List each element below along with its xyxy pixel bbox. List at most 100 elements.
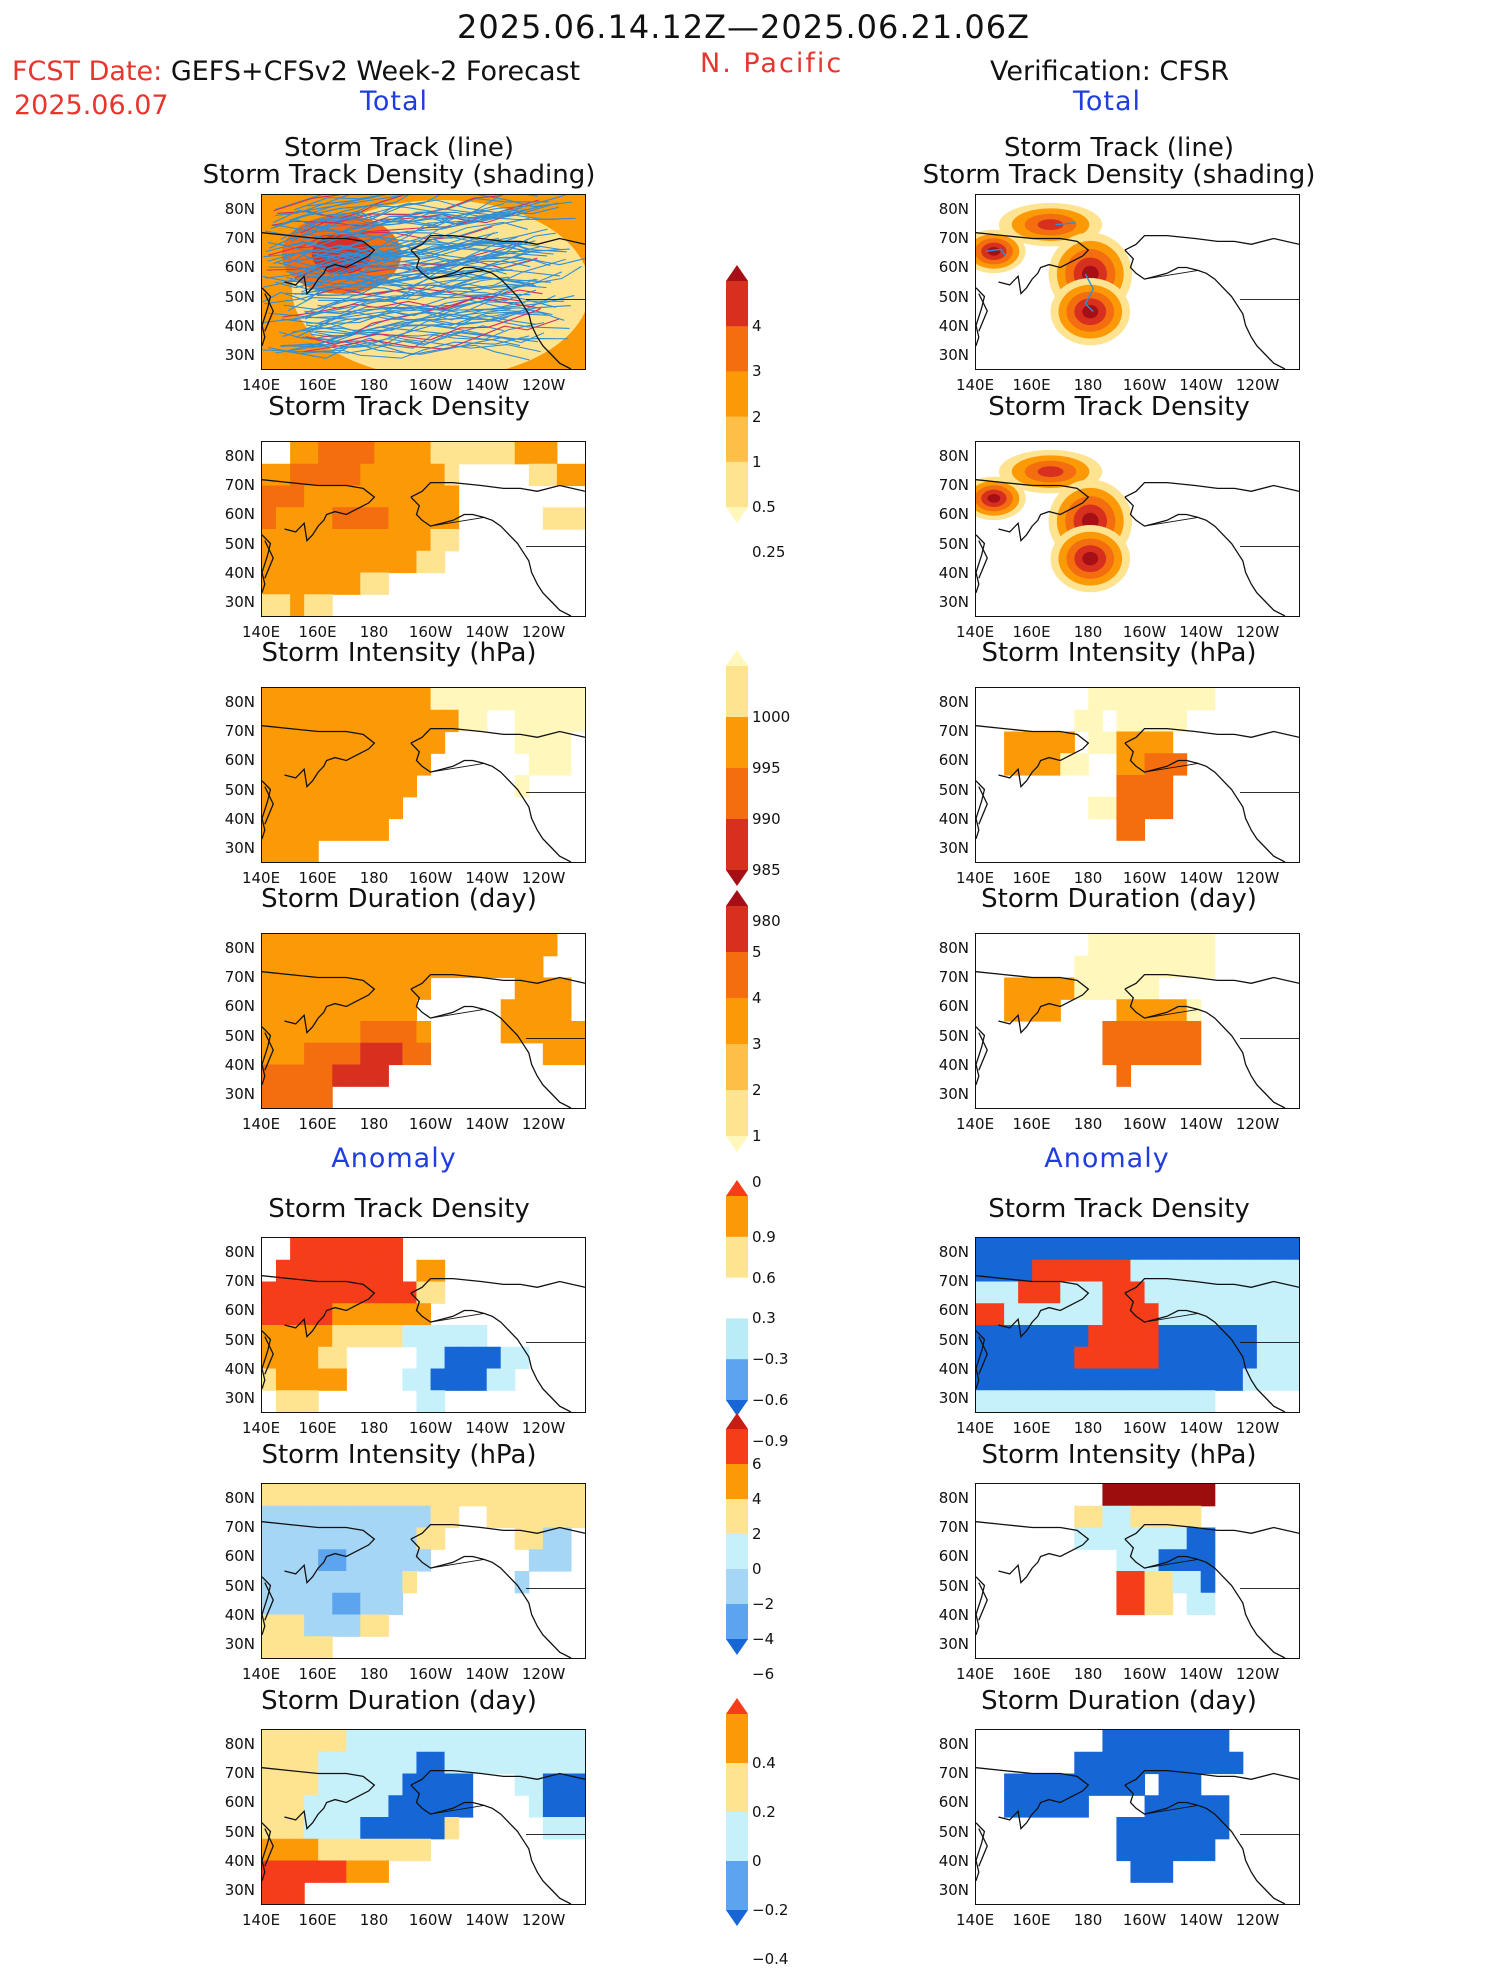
grid-cell — [262, 999, 277, 1022]
grid-cell — [318, 1238, 333, 1261]
storm-track — [308, 248, 570, 275]
grid-cell — [1200, 1281, 1216, 1304]
grid-cell — [1102, 977, 1118, 1000]
verification-map-3-coastline — [976, 971, 1299, 1108]
forecast-info: FCST Date: GEFS+CFSv2 Week-2 Forecast — [12, 56, 580, 87]
grid-cell — [276, 1817, 291, 1840]
lat-label: 70N — [224, 229, 255, 247]
grid-cell — [1074, 1368, 1089, 1391]
grid-cell — [556, 753, 572, 776]
grid-cell — [402, 1281, 418, 1304]
grid-cell — [276, 1325, 291, 1348]
grid-cell — [290, 529, 305, 552]
grid-cell — [458, 934, 474, 957]
grid-cell — [1130, 1042, 1146, 1066]
grid-cell — [1172, 1505, 1188, 1529]
lon-label: 180 — [359, 869, 389, 887]
colorbar-swatch — [726, 1400, 748, 1416]
grid-cell — [1144, 1505, 1160, 1529]
grid-cell — [1004, 977, 1019, 1000]
grid-cell — [290, 1549, 305, 1572]
grid-cell — [416, 529, 432, 552]
lat-label: 80N — [938, 1734, 969, 1753]
verification-label: Verification: CFSR — [990, 56, 1230, 87]
colorbar-tick-label: 4 — [752, 1490, 762, 1508]
grid-cell — [304, 594, 319, 616]
grid-cell — [1088, 1505, 1103, 1529]
grid-cell — [1032, 1368, 1047, 1391]
grid-cell — [1172, 1238, 1188, 1261]
grid-cell — [1130, 934, 1146, 957]
grid-cell — [458, 1795, 474, 1818]
grid-cell — [318, 1773, 333, 1796]
grid-cell — [1102, 1484, 1118, 1507]
lat-label: 80N — [224, 1488, 255, 1507]
grid-cell — [1144, 1484, 1160, 1507]
colorbar-tick-label: 0 — [752, 1173, 762, 1191]
coastline — [976, 725, 1090, 788]
lon-label: 160W — [1122, 376, 1167, 394]
colorbar-swatch — [726, 1136, 748, 1152]
storm-track — [305, 313, 570, 330]
grid-cell — [318, 1021, 333, 1044]
grid-cell — [990, 1325, 1005, 1348]
grid-cell — [262, 1571, 277, 1594]
grid-cell — [1214, 1795, 1230, 1818]
lon-label: 180 — [359, 376, 389, 394]
grid-cell — [276, 507, 291, 530]
grid-cell — [332, 1592, 347, 1616]
coastline — [410, 1277, 585, 1294]
colorbar-tick-label: 0 — [752, 1852, 762, 1870]
verification-panel-title-4: Storm Track Density — [988, 1194, 1250, 1224]
lon-label: 160W — [408, 376, 453, 394]
grid-cell — [290, 1505, 305, 1529]
grid-cell — [346, 572, 361, 595]
grid-cell — [1200, 688, 1216, 711]
verification-map-6 — [975, 1729, 1300, 1905]
coastline — [410, 234, 585, 251]
grid-cell — [472, 1484, 488, 1507]
storm-track — [302, 195, 408, 212]
grid-cell — [1144, 1368, 1160, 1391]
grid-cell — [290, 1882, 305, 1904]
colorbar-tick-label: −2 — [752, 1595, 775, 1613]
lon-label: 160W — [408, 1419, 453, 1437]
density-contour — [1037, 466, 1064, 478]
grid-cell — [1116, 1484, 1132, 1507]
grid-cell — [276, 1390, 291, 1412]
grid-cell — [542, 1549, 558, 1572]
grid-cell — [1200, 955, 1216, 979]
lon-label: 160E — [1012, 1419, 1051, 1437]
grid-cell — [416, 1390, 432, 1412]
grid-cell — [290, 1614, 305, 1637]
grid-cell — [1060, 1346, 1075, 1370]
grid-cell — [332, 1484, 347, 1507]
grid-cell — [346, 796, 361, 820]
grid-cell — [1088, 1346, 1103, 1370]
grid-cell — [430, 1259, 446, 1283]
coastline — [976, 1521, 1090, 1584]
grid-cell — [1256, 1368, 1272, 1391]
grid-cell — [1200, 1571, 1216, 1594]
storm-track — [314, 195, 567, 228]
grid-cell — [402, 1730, 418, 1753]
grid-cell — [304, 463, 319, 487]
grid-cell — [304, 1238, 319, 1261]
grid-cell — [290, 955, 305, 979]
grid-cell — [1256, 1346, 1272, 1370]
coastline — [410, 1784, 572, 1904]
grid-cell — [262, 688, 277, 711]
grid-cell — [318, 1484, 333, 1507]
grid-cell — [1018, 999, 1033, 1022]
lon-label: 180 — [359, 1115, 389, 1133]
grid-cell — [290, 1259, 305, 1283]
grid-cell — [444, 1346, 460, 1370]
grid-cell — [1088, 709, 1103, 733]
coastline — [1124, 727, 1299, 744]
grid-cell — [276, 977, 291, 1000]
grid-cell — [1018, 1795, 1033, 1818]
grid-cell — [276, 594, 291, 616]
grid-cell — [374, 818, 389, 841]
grid-cell — [1158, 1860, 1174, 1883]
grid-cell — [1004, 1259, 1019, 1283]
